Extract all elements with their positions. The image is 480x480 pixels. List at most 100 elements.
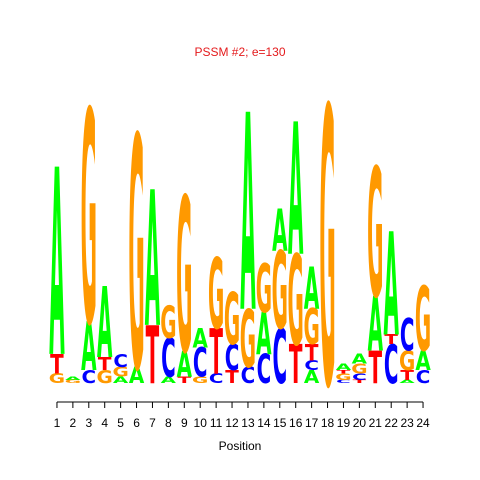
logo-letter-G-pos-23: G bbox=[399, 345, 415, 377]
x-tick-label: 16 bbox=[289, 416, 303, 430]
logo-letter-A-pos-9: A bbox=[177, 343, 193, 385]
x-tick-label: 6 bbox=[133, 416, 140, 430]
x-axis-title: Position bbox=[219, 439, 262, 453]
logo-letter-G-pos-1: G bbox=[49, 370, 65, 386]
logo-letter-A-pos-19: A bbox=[336, 362, 352, 372]
logo-letter-A-pos-13: A bbox=[240, 59, 255, 374]
logo-letter-A-pos-5: A bbox=[113, 375, 129, 385]
logo-letter-A-pos-7: A bbox=[145, 153, 160, 370]
logo-letter-G-pos-19: G bbox=[335, 372, 351, 382]
logo-letter-C-pos-3: C bbox=[81, 368, 96, 388]
x-tick-label: 21 bbox=[369, 416, 383, 430]
logo-letter-G-pos-20: G bbox=[351, 361, 367, 377]
x-tick-label: 1 bbox=[54, 416, 61, 430]
logo-letter-G-pos-8: G bbox=[160, 298, 176, 350]
logo-letter-G-pos-12: G bbox=[224, 280, 240, 362]
logo-letter-G-pos-13: G bbox=[240, 293, 256, 386]
logo-letter-T-pos-20: T bbox=[353, 379, 367, 384]
logo-letter-A-pos-4: A bbox=[97, 267, 113, 381]
logo-letter-G-pos-10: G bbox=[192, 375, 208, 385]
x-tick-label: 3 bbox=[85, 416, 92, 430]
logo-letter-C-pos-11: C bbox=[209, 370, 224, 386]
logo-letter-T-pos-11: T bbox=[209, 315, 223, 388]
logo-letter-G-pos-11: G bbox=[208, 238, 224, 352]
logo-letter-A-pos-15: A bbox=[272, 198, 288, 265]
logo-letter-C-pos-23: C bbox=[400, 311, 415, 363]
logo-letter-C-pos-24: C bbox=[416, 368, 431, 388]
x-tick-label: 10 bbox=[194, 416, 208, 430]
logo-letter-T-pos-23: T bbox=[400, 367, 414, 383]
logo-letter-G-pos-16: G bbox=[288, 230, 304, 374]
logo-letter-C-pos-19: C bbox=[336, 379, 351, 384]
logo-letter-G-pos-18: G bbox=[319, 30, 335, 473]
logo-letter-A-pos-2: A bbox=[65, 376, 82, 381]
logo-letter-G-pos-3: G bbox=[81, 51, 97, 391]
logo-letter-T-pos-22: T bbox=[384, 332, 398, 348]
logo-letter-A-pos-8: A bbox=[161, 375, 177, 385]
chart-title: PSSM #2; e=130 bbox=[194, 45, 285, 59]
logo-letter-T-pos-21: T bbox=[369, 343, 383, 395]
x-tick-label: 18 bbox=[321, 416, 335, 430]
logo-letter-A-pos-16: A bbox=[288, 87, 303, 298]
logo-letter-A-pos-22: A bbox=[384, 203, 399, 368]
x-tick-label: 15 bbox=[273, 416, 287, 430]
logo-letter-C-pos-5: C bbox=[113, 352, 128, 372]
logo-letter-A-pos-23: A bbox=[399, 379, 416, 384]
logo-letter-A-pos-1: A bbox=[49, 116, 64, 415]
logo-letter-A-pos-14: A bbox=[256, 302, 272, 369]
x-tick-label: 17 bbox=[305, 416, 319, 430]
logo-letter-G-pos-24: G bbox=[415, 269, 431, 372]
x-tick-label: 2 bbox=[70, 416, 77, 430]
x-tick-label: 22 bbox=[385, 416, 399, 430]
x-tick-label: 19 bbox=[337, 416, 351, 430]
x-tick-label: 20 bbox=[353, 416, 367, 430]
x-axis: 1 2 3 4 5 6 7 8 9 10 11 12 13 14 15 16 17 18 19 20 21 22 23 24 bbox=[54, 401, 430, 430]
logo-letter-G-pos-21: G bbox=[367, 131, 383, 338]
logo-letter-C-pos-8: C bbox=[161, 329, 176, 390]
x-tick-label: 12 bbox=[225, 416, 239, 430]
logo-letter-T-pos-16: T bbox=[289, 335, 303, 396]
x-tick-label: 7 bbox=[149, 416, 156, 430]
logo-letter-C-pos-22: C bbox=[384, 335, 399, 396]
logo-letter-G-pos-2: G bbox=[65, 379, 81, 384]
logo-letter-A-pos-20: A bbox=[352, 351, 367, 367]
logo-letter-G-pos-6: G bbox=[128, 72, 144, 443]
logo-letter-T-pos-17: T bbox=[305, 339, 319, 365]
logo-letter-A-pos-10: A bbox=[193, 323, 209, 355]
logo-letter-T-pos-1: T bbox=[50, 348, 64, 380]
logo-letter-A-pos-17: A bbox=[304, 368, 320, 388]
x-tick-label: 23 bbox=[400, 416, 414, 430]
logo-letter-A-pos-21: A bbox=[368, 281, 384, 369]
logo-letter-A-pos-3: A bbox=[81, 308, 96, 387]
logo-letter-C-pos-12: C bbox=[225, 337, 240, 379]
logo-letter-A-pos-17: A bbox=[304, 257, 320, 324]
logo-letter-G-pos-14: G bbox=[256, 250, 272, 329]
x-tick-label: 14 bbox=[257, 416, 271, 430]
logo-letter-C-pos-10: C bbox=[193, 341, 208, 387]
logo-letter-T-pos-4: T bbox=[98, 355, 112, 375]
logo-letter-G-pos-15: G bbox=[272, 231, 288, 355]
x-tick-label: 24 bbox=[416, 416, 430, 430]
logo-letter-C-pos-20: C bbox=[352, 372, 367, 382]
x-tick-label: 13 bbox=[241, 416, 255, 430]
logo-letter-G-pos-4: G bbox=[97, 368, 113, 388]
logo-letter-A-pos-6: A bbox=[129, 362, 145, 388]
logo-letter-C-pos-13: C bbox=[241, 362, 256, 388]
x-tick-label: 8 bbox=[165, 416, 172, 430]
logo-letter-G-pos-17: G bbox=[303, 298, 319, 356]
logo-letter-A-pos-24: A bbox=[415, 345, 431, 377]
x-tick-label: 4 bbox=[101, 416, 108, 430]
logo-letter-T-pos-12: T bbox=[225, 368, 239, 388]
logo-letter-G-pos-9: G bbox=[176, 154, 192, 402]
x-tick-label: 11 bbox=[210, 416, 223, 430]
logo-letter-C-pos-15: C bbox=[272, 313, 287, 401]
logo-letter-C-pos-17: C bbox=[304, 358, 319, 374]
x-tick-label: 9 bbox=[181, 416, 188, 430]
logo-letter-T-pos-7: T bbox=[146, 309, 160, 402]
logo-letter-C-pos-14: C bbox=[257, 348, 272, 394]
logo-letter-G-pos-5: G bbox=[112, 364, 128, 380]
logo-letter-T-pos-19: T bbox=[337, 370, 351, 375]
logo-letter-T-pos-9: T bbox=[178, 375, 192, 385]
